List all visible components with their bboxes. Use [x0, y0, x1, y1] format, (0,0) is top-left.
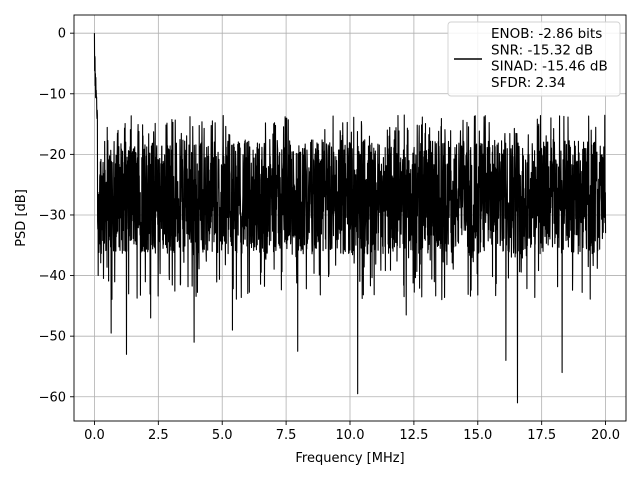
- legend-box: [447, 21, 621, 97]
- legend-sinad: SINAD: -15.46 dB: [491, 59, 608, 75]
- y-axis-ticks: 0 −10 −20 −30 −40 −50 −60: [39, 27, 74, 405]
- y-tick-label: 0: [58, 27, 66, 42]
- y-tick-label: −60: [39, 390, 66, 405]
- x-tick-label: 15.0: [463, 428, 492, 443]
- y-tick-label: −40: [39, 269, 66, 284]
- x-tick-label: 20.0: [591, 428, 620, 443]
- legend-sfdr: SFDR: 2.34: [491, 75, 566, 91]
- x-axis-ticks: 0.0 2.5 5.0 7.5 10.0 12.5 15.0 17.5 20.0: [84, 421, 620, 443]
- series-layer: [93, 33, 607, 404]
- legend-enob: ENOB: -2.86 bits: [491, 26, 602, 42]
- y-tick-label: −10: [39, 87, 66, 102]
- x-tick-label: 0.0: [84, 428, 105, 443]
- x-tick-label: 7.5: [276, 428, 297, 443]
- y-tick-label: −50: [39, 330, 66, 345]
- y-tick-label: −30: [39, 208, 66, 223]
- x-tick-label: 12.5: [399, 428, 428, 443]
- x-tick-label: 5.0: [212, 428, 233, 443]
- psd-series-line: [93, 33, 607, 404]
- x-tick-label: 17.5: [527, 428, 556, 443]
- x-tick-label: 10.0: [336, 428, 365, 443]
- y-axis-label: PSD [dB]: [14, 189, 29, 247]
- legend: ENOB: -2.86 bits SNR: -15.32 dB SINAD: -…: [447, 21, 621, 97]
- y-tick-label: −20: [39, 148, 66, 163]
- legend-snr: SNR: -15.32 dB: [491, 42, 593, 58]
- x-tick-label: 2.5: [148, 428, 169, 443]
- x-axis-label: Frequency [MHz]: [295, 451, 404, 466]
